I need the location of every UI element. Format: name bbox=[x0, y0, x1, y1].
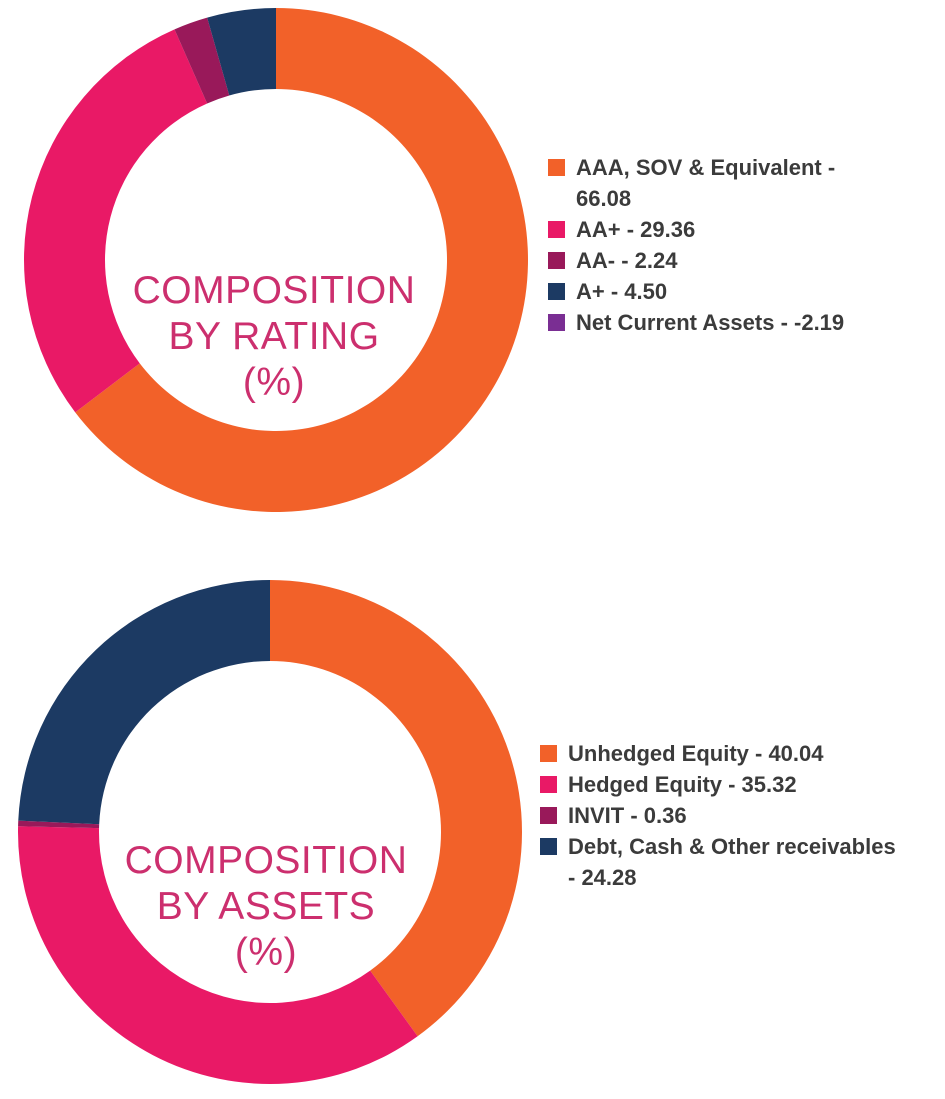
legend-swatch bbox=[540, 807, 557, 824]
legend-label: Unhedged Equity - 40.04 bbox=[568, 741, 824, 766]
slice-aaa-sov-equivalent bbox=[75, 8, 529, 512]
legend-label: Hedged Equity - 35.32 bbox=[568, 772, 797, 797]
rating-center-title: COMPOSITION BY RATING (%) bbox=[96, 268, 452, 406]
legend-swatch bbox=[548, 252, 565, 269]
legend-label: Debt, Cash & Other receivables bbox=[568, 834, 896, 859]
slice-a bbox=[207, 8, 276, 96]
legend-label: AA- - 2.24 bbox=[576, 248, 678, 273]
legend-item-a-plus: A+ - 4.50 bbox=[548, 276, 938, 307]
slice-invit bbox=[18, 820, 100, 829]
legend-label-continued: 66.08 bbox=[576, 186, 632, 211]
rating-center-line-3: (%) bbox=[242, 361, 306, 404]
assets-chart: COMPOSITION BY ASSETS (%) Unhedged Equit… bbox=[0, 560, 945, 1099]
legend-item-hedged-equity: Hedged Equity - 35.32 bbox=[540, 769, 940, 800]
legend-swatch bbox=[548, 159, 565, 176]
assets-center-title: COMPOSITION BY ASSETS (%) bbox=[88, 838, 444, 976]
legend-item-debt-cash: Debt, Cash & Other receivables - 24.28 bbox=[540, 831, 940, 893]
legend-item-net-current-assets: Net Current Assets - -2.19 bbox=[548, 307, 938, 338]
legend-label-continued: - 24.28 bbox=[568, 865, 637, 890]
legend-swatch bbox=[540, 838, 557, 855]
legend-item-aa-plus: AA+ - 29.36 bbox=[548, 214, 938, 245]
slice-debt-cash-other-receivables bbox=[18, 580, 270, 825]
legend-item-aaa: AAA, SOV & Equivalent - 66.08 bbox=[548, 152, 938, 214]
rating-center-line-1: COMPOSITION bbox=[132, 269, 416, 312]
rating-donut bbox=[23, 8, 529, 512]
rating-center-line-2: BY RATING bbox=[168, 315, 380, 358]
legend-label: AA+ - 29.36 bbox=[576, 217, 696, 242]
legend-swatch bbox=[548, 283, 565, 300]
slice-unhedged-equity bbox=[270, 580, 523, 1037]
legend-label: AAA, SOV & Equivalent - bbox=[576, 155, 836, 180]
legend-swatch bbox=[548, 221, 565, 238]
legend-label: Net Current Assets - -2.19 bbox=[576, 310, 845, 335]
slice-hedged-equity bbox=[18, 826, 418, 1084]
legend-swatch bbox=[548, 314, 565, 331]
assets-center-line-2: BY ASSETS bbox=[156, 885, 376, 928]
rating-chart: COMPOSITION BY RATING (%) AAA, SOV & Equ… bbox=[0, 0, 945, 540]
legend-item-invit: INVIT - 0.36 bbox=[540, 800, 940, 831]
legend-item-unhedged-equity: Unhedged Equity - 40.04 bbox=[540, 738, 940, 769]
legend-swatch bbox=[540, 776, 557, 793]
legend-label: A+ - 4.50 bbox=[576, 279, 668, 304]
slice-aa bbox=[23, 29, 208, 413]
assets-center-line-1: COMPOSITION bbox=[124, 839, 408, 882]
legend-swatch bbox=[540, 745, 557, 762]
assets-donut bbox=[18, 580, 523, 1084]
assets-legend: Unhedged Equity - 40.04 Hedged Equity - … bbox=[540, 738, 940, 893]
rating-legend: AAA, SOV & Equivalent - 66.08 AA+ - 29.3… bbox=[548, 152, 938, 338]
slice-aa bbox=[174, 17, 230, 104]
legend-item-aa-minus: AA- - 2.24 bbox=[548, 245, 938, 276]
legend-label: INVIT - 0.36 bbox=[568, 803, 687, 828]
assets-center-line-3: (%) bbox=[234, 931, 298, 974]
